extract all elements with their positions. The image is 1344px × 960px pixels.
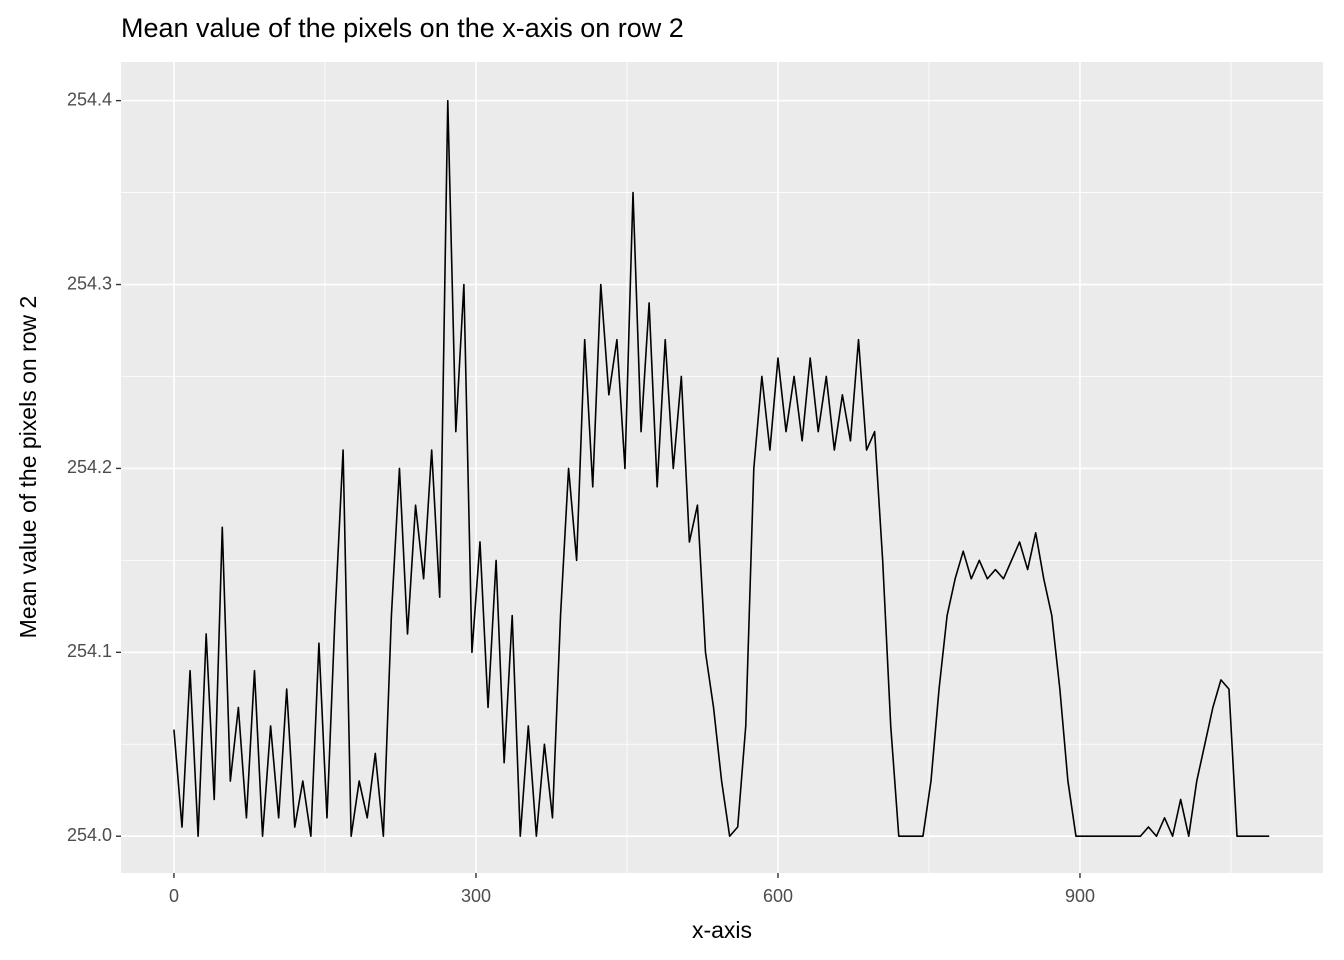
chart-title: Mean value of the pixels on the x-axis o… bbox=[121, 13, 684, 43]
y-tick-label: 254.1 bbox=[67, 641, 112, 661]
axes: 254.0 254.1 254.2 254.3 254.4 0 300 600 900 bbox=[67, 89, 1095, 905]
x-tick-label: 900 bbox=[1065, 886, 1095, 906]
plot-panel bbox=[121, 62, 1323, 873]
y-tick-label: 254.0 bbox=[67, 825, 112, 845]
x-tick-label: 600 bbox=[763, 886, 793, 906]
x-tick-label: 0 bbox=[169, 886, 179, 906]
y-tick-label: 254.3 bbox=[67, 273, 112, 293]
data-line bbox=[173, 99, 1270, 838]
y-tick-label: 254.4 bbox=[67, 89, 112, 109]
marks bbox=[173, 99, 1270, 838]
y-axis-title: Mean value of the pixels on row 2 bbox=[15, 296, 41, 639]
x-tick-label: 300 bbox=[461, 886, 491, 906]
x-axis-title: x-axis bbox=[692, 917, 752, 943]
y-tick-label: 254.2 bbox=[67, 457, 112, 477]
